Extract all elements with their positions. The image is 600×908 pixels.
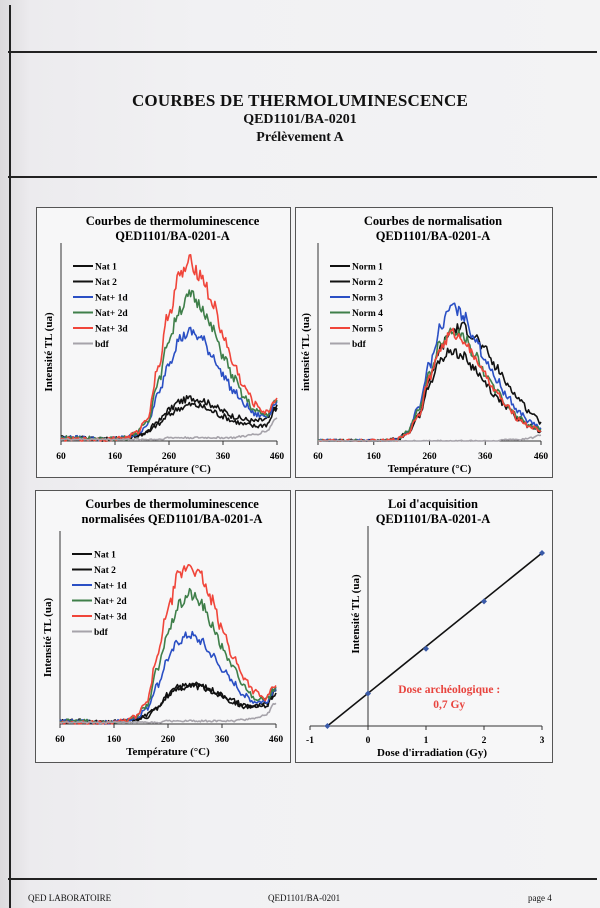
dose-annotation: 0,7 Gy xyxy=(433,699,465,711)
y-axis-label: Intensité TL (ua) xyxy=(350,574,362,654)
legend-label: bdf xyxy=(352,340,367,350)
fit-line xyxy=(326,552,543,727)
x-axis-label: Température (°C) xyxy=(127,463,211,475)
footer-reference: QED1101/BA-0201 xyxy=(268,893,341,903)
series-line-nat-1 xyxy=(60,395,278,442)
chart-panel-tl-normalised: Courbes de thermoluminescence normalisées… xyxy=(35,490,291,763)
chart-panel-normalisation: Courbes de normalisation QED1101/BA-0201-… xyxy=(295,207,553,478)
x-tick-label: 60 xyxy=(313,452,323,462)
x-tick-label: 460 xyxy=(269,735,284,745)
legend-label: Nat 1 xyxy=(95,263,117,273)
legend-label: bdf xyxy=(94,628,109,638)
legend-label: bdf xyxy=(95,340,110,350)
normalisation-chart: Courbes de normalisationQED1101/BA-0201-… xyxy=(300,214,549,475)
x-tick-label: 160 xyxy=(107,735,122,745)
x-tick-label: -1 xyxy=(306,736,314,746)
x-tick-label: 60 xyxy=(56,452,66,462)
y-axis-label: intensité TL (ua) xyxy=(300,313,312,391)
x-tick-label: 260 xyxy=(162,452,177,462)
header-top-rule xyxy=(8,51,597,53)
x-axis-label: Température (°C) xyxy=(126,746,210,758)
chart-title-line: QED1101/BA-0201-A xyxy=(115,229,230,243)
legend-label: Norm 4 xyxy=(352,309,383,319)
x-tick-label: 360 xyxy=(216,452,231,462)
chart-title-line: QED1101/BA-0201-A xyxy=(376,229,491,243)
chart-title-line: Courbes de thermoluminescence xyxy=(85,497,259,511)
x-tick-label: 460 xyxy=(270,452,285,462)
series-line-nat-1 xyxy=(59,681,277,725)
legend-label: Norm 2 xyxy=(352,278,383,288)
tl-normalised-chart: Courbes de thermoluminescencenormalisées… xyxy=(42,497,284,758)
x-tick-label: 160 xyxy=(108,452,123,462)
x-tick-label: 360 xyxy=(215,735,230,745)
x-tick-label: 260 xyxy=(422,452,437,462)
page-margin-line xyxy=(9,5,11,908)
legend-label: Nat+ 3d xyxy=(95,325,128,335)
data-point xyxy=(423,645,429,652)
chart-title-line: Loi d'acquisition xyxy=(388,497,478,511)
data-point xyxy=(324,723,331,729)
x-tick-label: 2 xyxy=(482,736,487,746)
legend-label: Nat+ 1d xyxy=(94,582,127,592)
legend-label: Norm 3 xyxy=(352,294,383,304)
legend-label: Norm 1 xyxy=(352,263,383,273)
series-line-bdf xyxy=(318,434,542,442)
chart-title-line: QED1101/BA-0201-A xyxy=(376,512,491,526)
x-tick-label: 0 xyxy=(366,736,371,746)
data-point xyxy=(365,690,371,697)
legend-label: Nat+ 3d xyxy=(94,613,127,623)
header-bottom-rule xyxy=(8,176,597,178)
y-axis-label: Intensité TL (ua) xyxy=(42,598,54,678)
series-line-norm-2 xyxy=(317,347,542,442)
tl-curves-chart: Courbes de thermoluminescenceQED1101/BA-… xyxy=(43,214,285,475)
document-title: COURBES DE THERMOLUMINESCENCE xyxy=(131,91,469,110)
y-axis-label: Intensité TL (ua) xyxy=(43,312,55,392)
dose-annotation: Dose archéologique : xyxy=(398,684,500,696)
document-reference: QED1101/BA-0201 xyxy=(243,112,357,127)
x-tick-label: 1 xyxy=(424,736,429,746)
x-tick-label: 460 xyxy=(534,452,549,462)
series-line-bdf xyxy=(60,417,278,441)
data-point xyxy=(539,550,545,557)
x-tick-label: 60 xyxy=(55,735,65,745)
data-point xyxy=(481,598,487,605)
chart-panel-tl-curves: Courbes de thermoluminescence QED1101/BA-… xyxy=(36,207,291,478)
x-tick-label: 260 xyxy=(161,735,176,745)
x-axis-label: Température (°C) xyxy=(388,463,472,475)
x-axis-label: Dose d'irradiation (Gy) xyxy=(377,747,487,759)
legend-label: Nat+ 1d xyxy=(95,294,128,304)
legend-label: Nat+ 2d xyxy=(94,597,127,607)
legend-label: Nat 2 xyxy=(95,278,117,288)
x-tick-label: 360 xyxy=(478,452,493,462)
legend-label: Nat+ 2d xyxy=(95,309,128,319)
legend-label: Nat 2 xyxy=(94,566,116,576)
footer-rule xyxy=(8,878,597,880)
series-line-nat-3d xyxy=(59,564,277,725)
x-tick-label: 160 xyxy=(367,452,382,462)
series-line-bdf xyxy=(59,702,277,725)
footer-lab: QED LABORATOIRE xyxy=(28,893,112,903)
x-tick-label: 3 xyxy=(540,736,545,746)
chart-title-line: Courbes de normalisation xyxy=(364,214,502,228)
legend-label: Nat 1 xyxy=(94,551,116,561)
document-header: COURBES DE THERMOLUMINESCENCE QED1101/BA… xyxy=(0,90,600,147)
legend-label: Norm 5 xyxy=(352,325,383,335)
sample-label: Prélèvement A xyxy=(256,130,344,145)
footer-page: page 4 xyxy=(528,893,552,903)
chart-title-line: normalisées QED1101/BA-0201-A xyxy=(82,512,263,526)
chart-panel-acquisition: Loi d'acquisition QED1101/BA-0201-A -1 0 1 2 3… xyxy=(295,490,553,763)
chart-title-line: Courbes de thermoluminescence xyxy=(86,214,260,228)
